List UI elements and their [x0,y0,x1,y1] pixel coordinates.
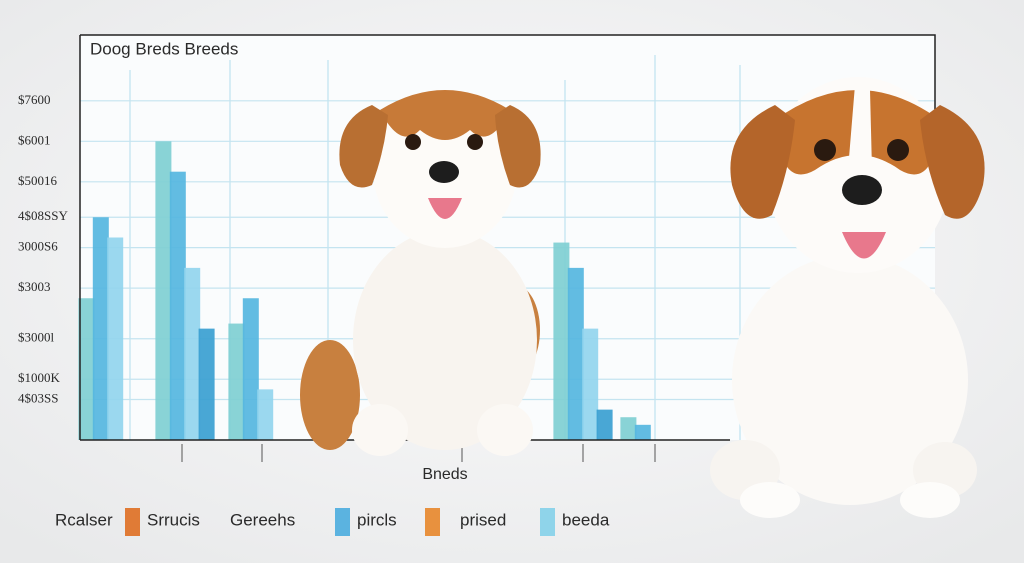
bar [92,217,109,440]
y-tick-label: 3000S6 [18,239,58,254]
legend-label: prised [460,510,506,529]
x-ticks [181,444,656,462]
chart-title: Doog Breds Breeds [90,39,238,58]
legend-label: Srrucis [147,510,200,529]
bar [567,267,584,440]
bar [228,323,245,440]
bar [155,141,172,440]
y-tick-label: 4$08SSY [18,208,68,223]
bar [596,409,613,440]
dog-illustration [710,77,985,518]
y-tick-label: 4$03SS [18,390,58,405]
bar [257,389,274,440]
bar [620,417,637,440]
bar [78,298,95,440]
y-tick-label: $3003 [18,279,51,294]
legend-label: beeda [562,510,610,529]
bar [582,328,599,440]
legend-swatch [540,508,555,536]
y-tick-label: $7600 [18,92,51,107]
bars [78,141,651,440]
legend-label: Gereehs [230,510,295,529]
legend-label: Rcalser [55,510,113,529]
x-axis-label: Bneds [422,466,467,483]
y-tick-label: $6001 [18,132,51,147]
bar [169,171,186,440]
bar [553,242,570,440]
bar [198,328,215,440]
legend-label: pircls [357,510,397,529]
y-tick-label: $3000l [18,330,55,345]
bar [184,267,201,440]
legend-swatch [425,508,440,536]
y-tick-label: $50016 [18,173,58,188]
bar [634,424,651,440]
puppy-illustration [300,90,541,456]
legend-swatch [125,508,140,536]
bar [107,237,124,440]
y-tick-label: $1000K [18,370,61,385]
legend: Rcalser Srrucis Gereehs pircls prised beeda [55,508,610,536]
legend-swatch [335,508,350,536]
bar [242,298,259,440]
